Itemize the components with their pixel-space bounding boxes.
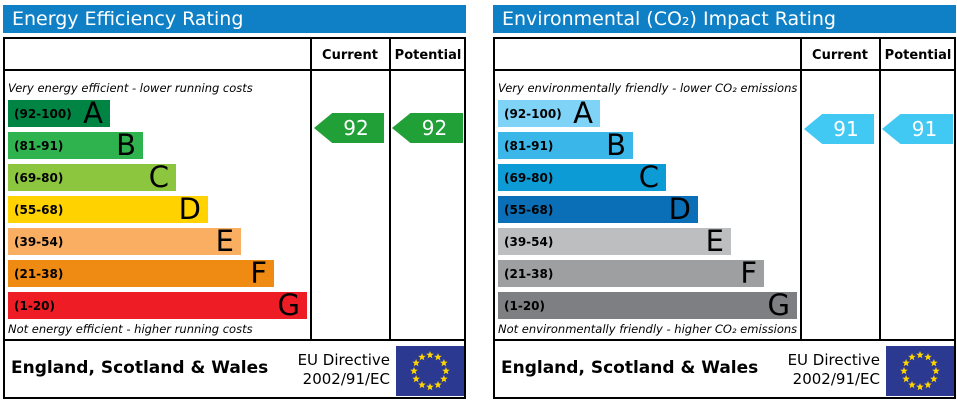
band-range-label: (55-68) [504, 202, 554, 217]
energy-efficiency-panel: Energy Efficiency Rating Current Potenti… [0, 0, 467, 404]
band-letter: F [740, 256, 757, 290]
band-row-f: (21-38) F [8, 256, 274, 290]
band-row-d: (55-68) D [498, 192, 698, 226]
band-row-b: (81-91) B [498, 128, 633, 162]
top-note: Very energy efficient - lower running co… [8, 81, 253, 95]
band-row-e: (39-54) E [8, 224, 241, 258]
panel-title-bar: Energy Efficiency Rating [3, 5, 466, 33]
band-range-label: (39-54) [504, 234, 554, 249]
current-rating-value: 91 [833, 117, 859, 141]
band-range-label: (81-91) [504, 138, 554, 153]
band-range-label: (39-54) [14, 234, 64, 249]
band-letter: A [83, 96, 103, 130]
column-header-current: Current [812, 48, 868, 63]
potential-rating-value: 92 [421, 116, 448, 140]
band-letter: B [116, 128, 136, 162]
column-divider [879, 37, 881, 341]
band-letter: G [277, 288, 300, 322]
panel-title: Environmental (CO₂) Impact Rating [502, 8, 836, 30]
band-row-a: (92-100) A [8, 96, 110, 130]
eu-flag [886, 346, 954, 396]
column-divider [389, 37, 391, 341]
footer-region-label: England, Scotland & Wales [11, 358, 269, 378]
band-row-a: (92-100) A [498, 96, 600, 130]
band-row-c: (69-80) C [8, 160, 176, 194]
footer-row-divider [493, 339, 956, 341]
eu-directive-label: EU Directive 2002/91/EC [240, 351, 390, 389]
panel-title: Energy Efficiency Rating [12, 8, 244, 30]
band-range-label: (55-68) [14, 202, 64, 217]
eu-flag-stars-icon [410, 351, 450, 391]
column-divider [310, 37, 312, 341]
top-note: Very environmentally friendly - lower CO… [498, 81, 798, 95]
current-rating-value: 92 [343, 116, 369, 140]
band-letter: B [606, 128, 626, 162]
band-range-label: (69-80) [504, 170, 554, 185]
header-row-divider [3, 69, 466, 71]
band-letter: C [148, 160, 169, 194]
eu-directive-line1: EU Directive [297, 351, 390, 369]
eu-flag [396, 346, 464, 396]
band-letter: A [573, 96, 593, 130]
band-letter: F [250, 256, 267, 290]
band-range-label: (92-100) [504, 106, 562, 121]
column-divider [800, 37, 802, 341]
band-letter: D [668, 192, 691, 226]
band-letter: C [638, 160, 659, 194]
footer-region-label: England, Scotland & Wales [501, 358, 759, 378]
band-row-e: (39-54) E [498, 224, 731, 258]
band-row-g: (1-20) G [8, 288, 307, 322]
band-row-g: (1-20) G [498, 288, 797, 322]
band-range-label: (21-38) [14, 266, 64, 281]
environmental-impact-panel: Environmental (CO₂) Impact Rating Curren… [490, 0, 957, 404]
band-range-label: (1-20) [14, 298, 55, 313]
eu-directive-line1: EU Directive [787, 351, 880, 369]
band-row-f: (21-38) F [498, 256, 764, 290]
eu-flag-stars-icon [900, 351, 940, 391]
band-range-label: (69-80) [14, 170, 64, 185]
bottom-note: Not energy efficient - higher running co… [8, 322, 253, 336]
footer-row-divider [3, 339, 466, 341]
panel-title-bar: Environmental (CO₂) Impact Rating [493, 5, 956, 33]
band-letter: E [705, 224, 724, 258]
eu-directive-label: EU Directive 2002/91/EC [730, 351, 880, 389]
header-row-divider [493, 69, 956, 71]
potential-rating-value: 91 [911, 117, 938, 141]
eu-directive-line2: 2002/91/EC [302, 370, 390, 388]
eu-directive-line2: 2002/91/EC [792, 370, 880, 388]
band-letter: G [767, 288, 790, 322]
band-letter: D [178, 192, 201, 226]
band-range-label: (1-20) [504, 298, 545, 313]
column-header-current: Current [322, 48, 378, 63]
bottom-note: Not environmentally friendly - higher CO… [498, 322, 798, 336]
band-range-label: (21-38) [504, 266, 554, 281]
band-range-label: (81-91) [14, 138, 64, 153]
band-row-b: (81-91) B [8, 128, 143, 162]
column-header-potential: Potential [394, 48, 462, 63]
column-header-potential: Potential [884, 48, 952, 63]
band-range-label: (92-100) [14, 106, 72, 121]
band-letter: E [215, 224, 234, 258]
band-row-c: (69-80) C [498, 160, 666, 194]
band-row-d: (55-68) D [8, 192, 208, 226]
